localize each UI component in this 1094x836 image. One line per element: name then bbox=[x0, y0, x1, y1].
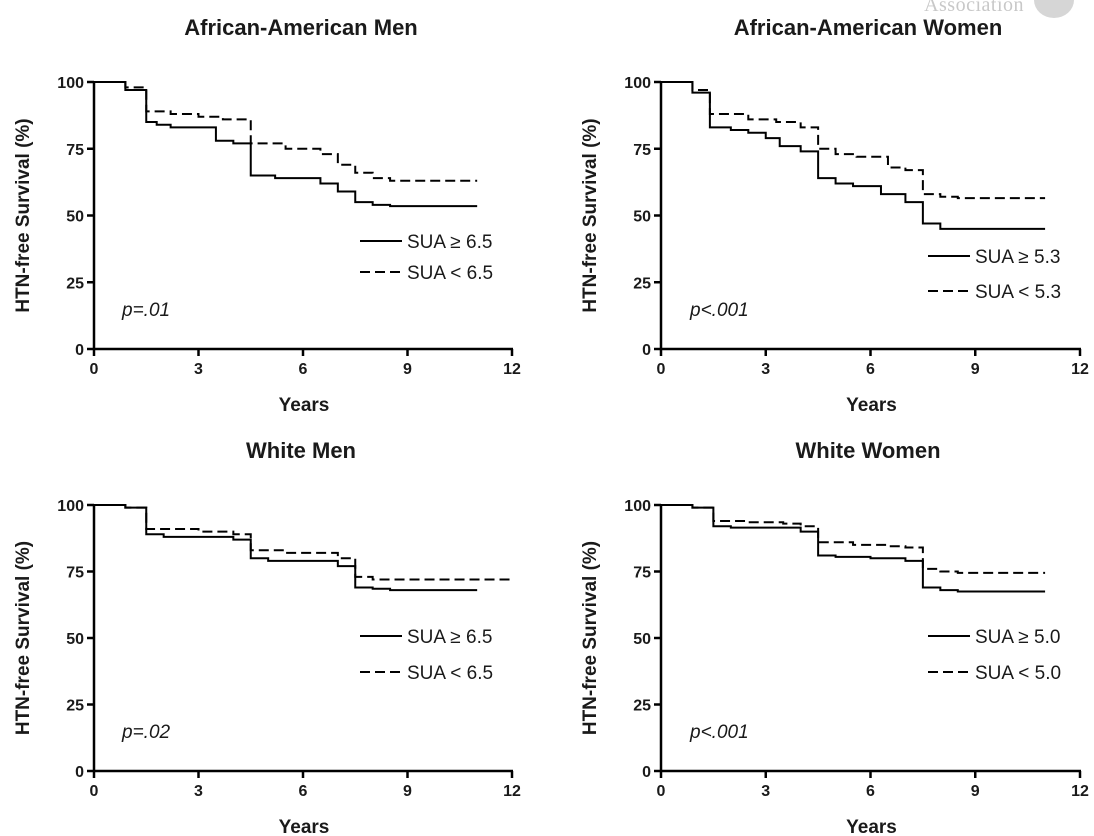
y-tick-label: 100 bbox=[57, 75, 84, 92]
x-tick-label: 9 bbox=[971, 361, 980, 378]
y-tick-label: 100 bbox=[57, 498, 84, 515]
y-tick-label: 50 bbox=[66, 209, 84, 226]
x-tick-label: 12 bbox=[503, 361, 521, 378]
x-tick-label: 12 bbox=[1071, 783, 1089, 800]
legend-label: SUA < 5.3 bbox=[975, 282, 1061, 303]
series-line-solid bbox=[661, 81, 1046, 230]
y-axis-label: HTN-free Survival (%) bbox=[13, 541, 34, 735]
chart-panel-2: African-American Women 0 3 6 9 12 0 25 50 75 100 Ye… bbox=[580, 15, 1089, 416]
y-tick-label: 75 bbox=[633, 142, 651, 159]
x-axis-label: Years bbox=[846, 817, 897, 836]
y-tick-label: 0 bbox=[642, 342, 651, 359]
series-line-solid bbox=[94, 81, 478, 208]
y-tick-label: 25 bbox=[66, 698, 84, 715]
series-line-dashed bbox=[661, 504, 1046, 574]
chart-title: African-American Women bbox=[734, 15, 1003, 40]
y-tick-label: 25 bbox=[66, 275, 84, 292]
chart-panel-3: White Men 0 3 6 9 12 0 25 50 75 100 Years HTN-free S… bbox=[13, 438, 521, 836]
x-axis-label: Years bbox=[846, 395, 897, 416]
watermark-logo bbox=[1034, 0, 1074, 18]
legend-label: SUA ≥ 5.0 bbox=[975, 627, 1060, 648]
series-line-solid bbox=[661, 504, 1046, 593]
y-axis-label: HTN-free Survival (%) bbox=[580, 541, 601, 735]
watermark-text: Association bbox=[924, 0, 1024, 16]
x-tick-label: 6 bbox=[299, 361, 308, 378]
x-tick-label: 9 bbox=[403, 783, 412, 800]
y-tick-label: 100 bbox=[624, 75, 651, 92]
y-axis-label: HTN-free Survival (%) bbox=[580, 118, 601, 312]
y-tick-label: 0 bbox=[75, 764, 84, 781]
legend-label: SUA < 6.5 bbox=[407, 263, 493, 284]
x-tick-label: 3 bbox=[194, 783, 203, 800]
p-value-annotation: p<.001 bbox=[689, 722, 749, 743]
chart-title: White Women bbox=[795, 438, 940, 463]
x-tick-label: 12 bbox=[1071, 361, 1089, 378]
y-tick-label: 25 bbox=[633, 698, 651, 715]
x-tick-label: 6 bbox=[299, 783, 308, 800]
x-tick-label: 3 bbox=[761, 361, 770, 378]
y-tick-label: 25 bbox=[633, 275, 651, 292]
legend-label: SUA ≥ 6.5 bbox=[407, 627, 492, 648]
x-tick-label: 12 bbox=[503, 783, 521, 800]
x-tick-label: 0 bbox=[657, 361, 666, 378]
y-tick-label: 75 bbox=[633, 565, 651, 582]
p-value-annotation: p=.02 bbox=[121, 722, 171, 743]
x-axis-label: Years bbox=[279, 817, 330, 836]
y-tick-label: 100 bbox=[624, 498, 651, 515]
x-tick-label: 0 bbox=[90, 783, 99, 800]
x-tick-label: 6 bbox=[866, 783, 875, 800]
y-tick-label: 50 bbox=[633, 209, 651, 226]
y-tick-label: 50 bbox=[633, 631, 651, 648]
series-line-solid bbox=[94, 504, 478, 592]
chart-title: White Men bbox=[246, 438, 356, 463]
series-line-dashed bbox=[94, 504, 512, 581]
chart-title: African-American Men bbox=[184, 15, 418, 40]
y-tick-label: 75 bbox=[66, 142, 84, 159]
x-tick-label: 0 bbox=[657, 783, 666, 800]
p-value-annotation: p=.01 bbox=[121, 300, 170, 321]
y-tick-label: 50 bbox=[66, 631, 84, 648]
x-tick-label: 9 bbox=[971, 783, 980, 800]
x-tick-label: 9 bbox=[403, 361, 412, 378]
y-tick-label: 0 bbox=[75, 342, 84, 359]
watermark: Association bbox=[820, 0, 1094, 22]
p-value-annotation: p<.001 bbox=[689, 300, 749, 321]
x-tick-label: 3 bbox=[761, 783, 770, 800]
series-line-dashed bbox=[94, 81, 478, 182]
y-axis-label: HTN-free Survival (%) bbox=[13, 118, 34, 312]
x-axis-label: Years bbox=[279, 395, 330, 416]
legend-label: SUA ≥ 6.5 bbox=[407, 232, 492, 253]
x-tick-label: 0 bbox=[90, 361, 99, 378]
legend-label: SUA < 5.0 bbox=[975, 663, 1061, 684]
chart-panel-4: White Women 0 3 6 9 12 0 25 50 75 100 Years HTN-free… bbox=[580, 438, 1089, 836]
series-line-dashed bbox=[661, 81, 1046, 200]
y-tick-label: 0 bbox=[642, 764, 651, 781]
legend-label: SUA ≥ 5.3 bbox=[975, 247, 1060, 268]
chart-panel-1: African-American Men 0 3 6 9 12 0 25 50 75 100 Year… bbox=[13, 15, 521, 416]
x-tick-label: 3 bbox=[194, 361, 203, 378]
legend-label: SUA < 6.5 bbox=[407, 663, 493, 684]
y-tick-label: 75 bbox=[66, 565, 84, 582]
x-tick-label: 6 bbox=[866, 361, 875, 378]
